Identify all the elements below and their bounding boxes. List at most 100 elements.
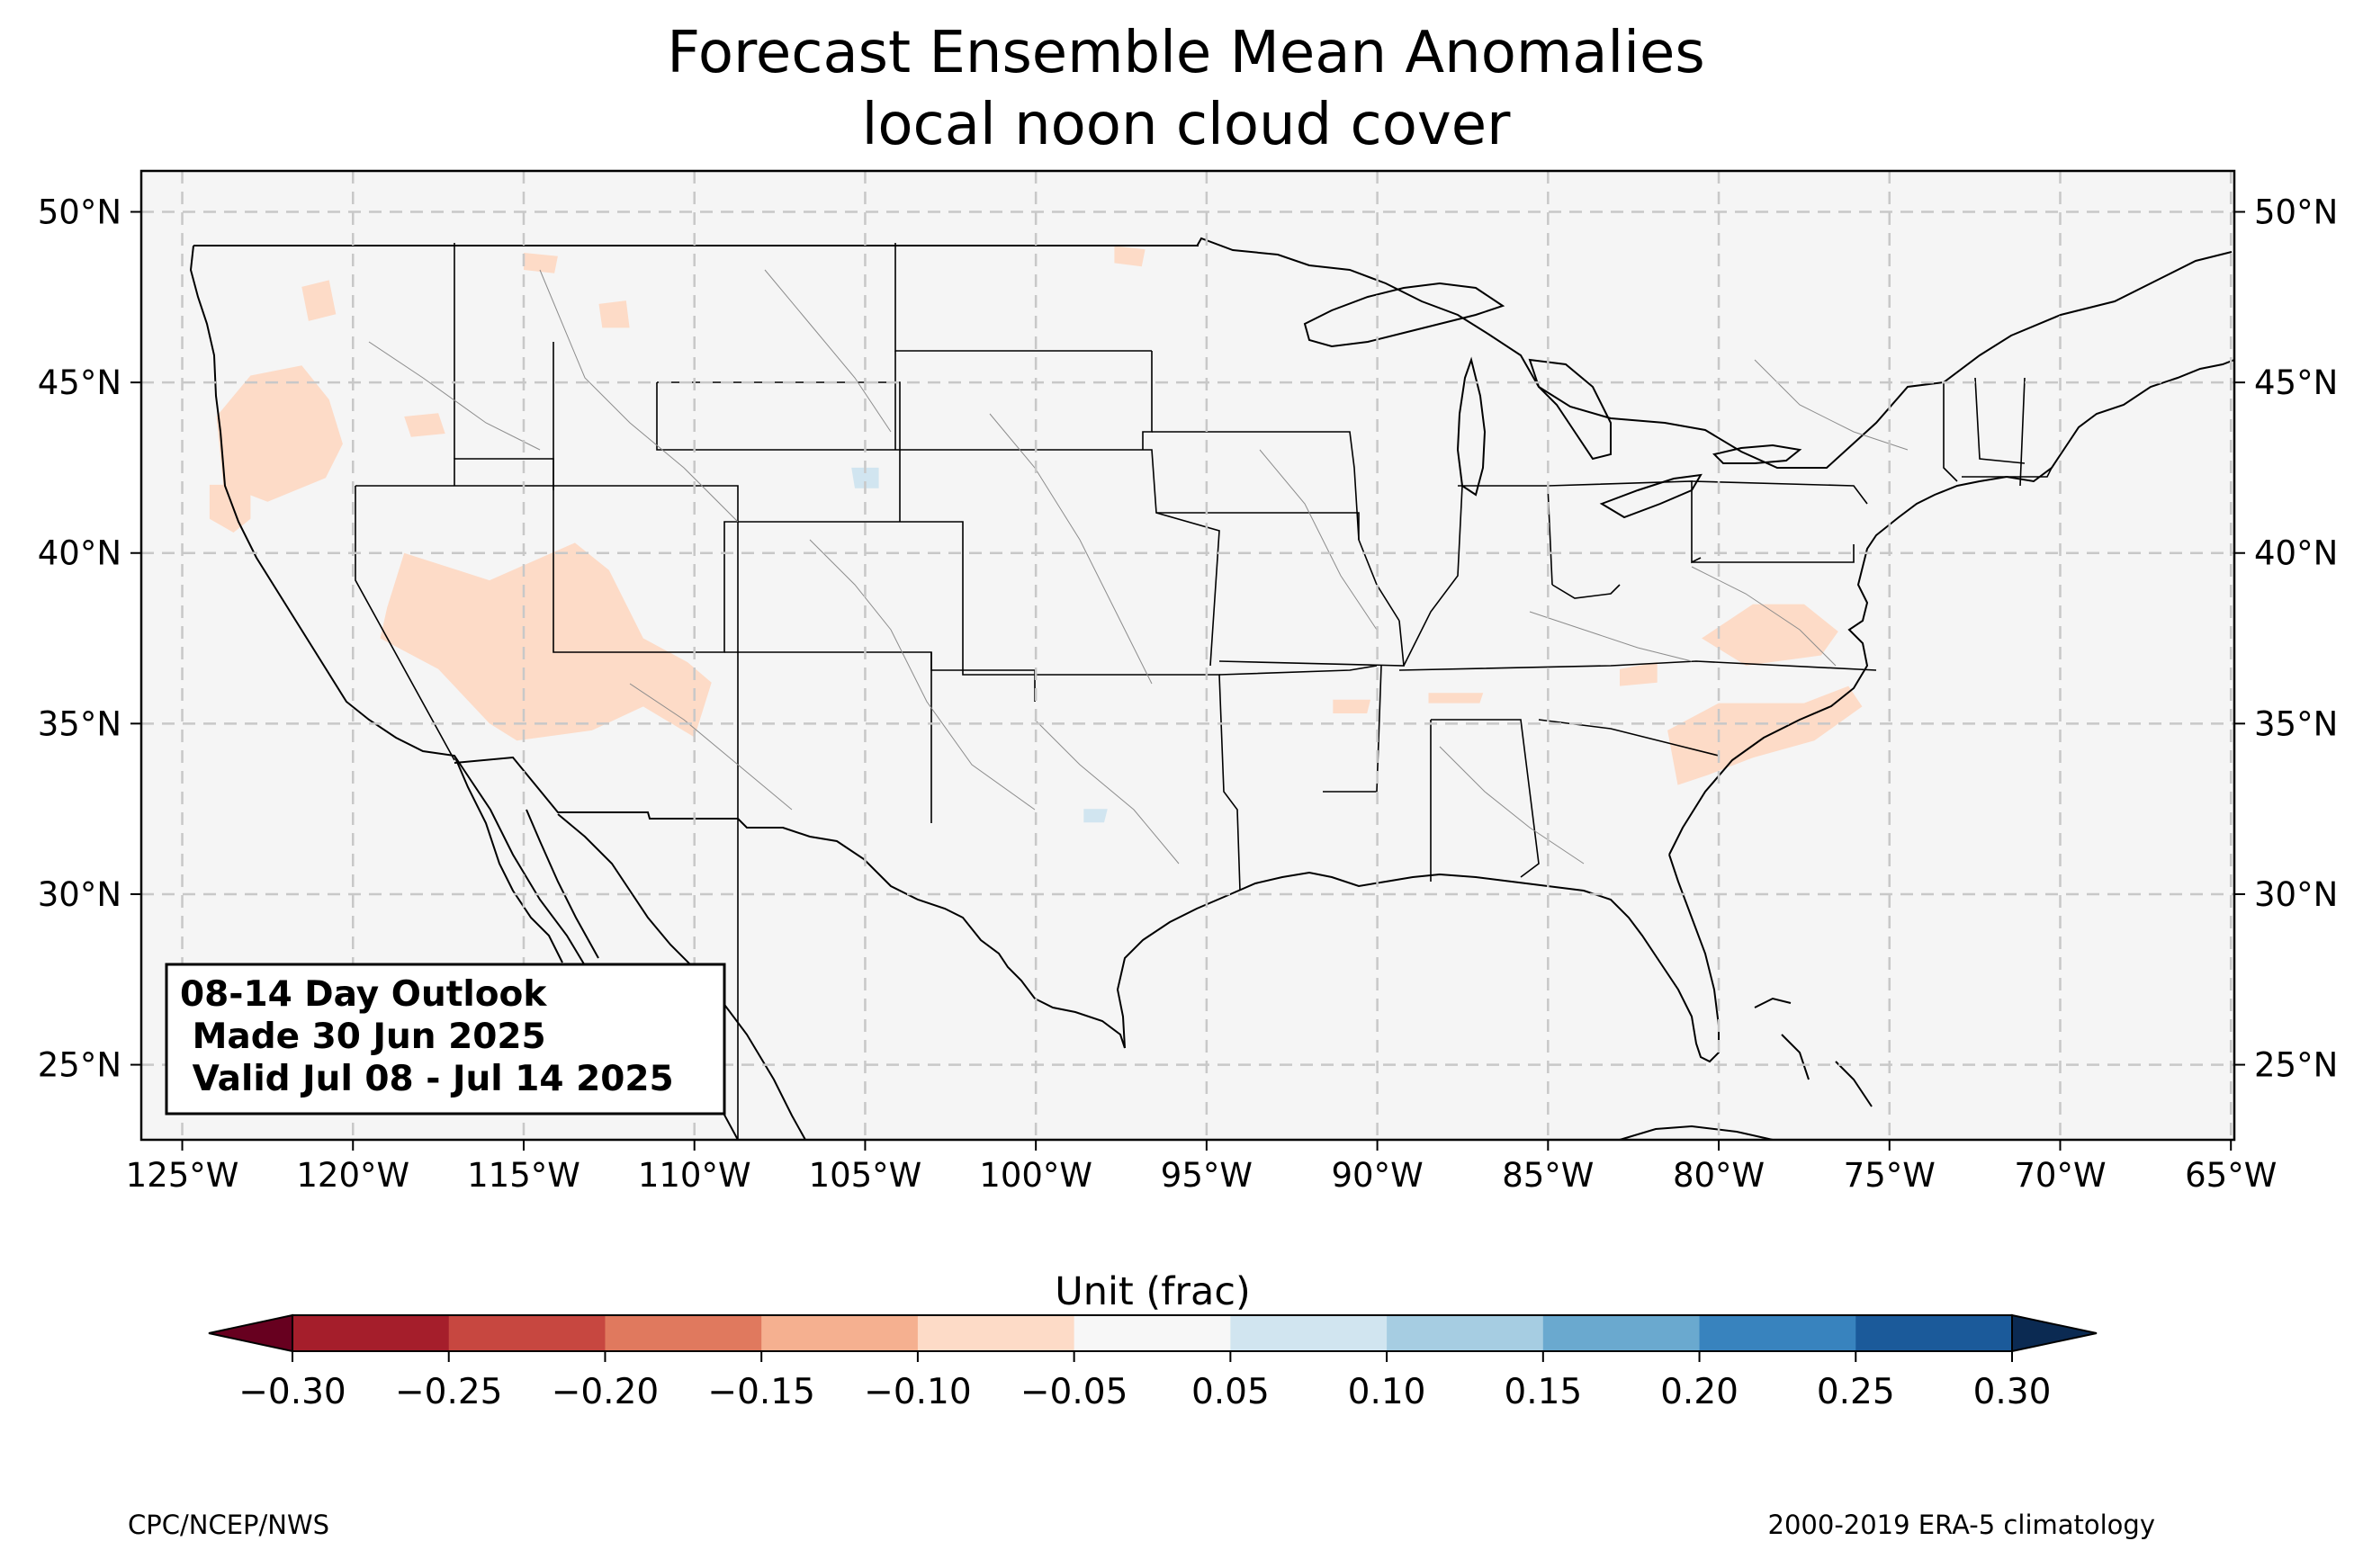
title-line-1: Forecast Ensemble Mean Anomalies — [667, 20, 1704, 86]
anomaly-region-northern-dakota — [1114, 246, 1146, 267]
colorbar-segment — [1855, 1315, 2013, 1351]
colorbar-tick-label: 0.10 — [1348, 1372, 1426, 1412]
title-line-2: local noon cloud cover — [862, 92, 1512, 158]
y-tick-label-left: 35°N — [38, 704, 121, 743]
baja-california — [454, 755, 599, 963]
y-tick-label-left: 25°N — [38, 1046, 121, 1085]
colorbar-tick-label: −0.30 — [238, 1372, 346, 1412]
x-tick-label: 90°W — [1332, 1156, 1424, 1195]
colorbar-segments — [208, 1313, 2098, 1353]
x-tick-label: 95°W — [1161, 1156, 1253, 1195]
colorbar-segment — [605, 1315, 762, 1351]
colorbar-segment — [292, 1315, 450, 1351]
colorbar-tick-label: −0.20 — [552, 1372, 660, 1412]
colorbar-label: Unit (frac) — [1055, 1269, 1251, 1314]
colorbar-tick-label: 0.20 — [1660, 1372, 1739, 1412]
anomaly-region-oregon-interior — [216, 365, 343, 502]
geography-layer — [189, 237, 2234, 1140]
x-tick-label: 85°W — [1502, 1156, 1594, 1195]
x-tick-label: 100°W — [979, 1156, 1092, 1195]
y-tick-label-right: 25°N — [2254, 1046, 2338, 1085]
climate-division-lines — [368, 269, 1909, 865]
lake-ontario — [1712, 444, 1802, 464]
lake-huron — [1528, 358, 1612, 461]
x-tick-label: 110°W — [638, 1156, 751, 1195]
anomaly-region-wyoming-se — [851, 467, 879, 488]
bahamas — [1754, 997, 1873, 1107]
colorbar-frame — [292, 1314, 2013, 1352]
info-line-2: Made 30 Jun 2025 — [180, 1017, 546, 1057]
colorbar-tick-label: −0.10 — [864, 1372, 972, 1412]
info-line-3: Valid Jul 08 - Jul 14 2025 — [180, 1059, 674, 1099]
cuba — [1619, 1124, 1774, 1140]
colorbar-ticks: −0.30 −0.25 −0.20 −0.15 −0.10 −0.05 0.05 0.10 0.… — [238, 1351, 2051, 1412]
x-tick-label: 115°W — [467, 1156, 580, 1195]
colorbar-tick-label: 0.25 — [1817, 1372, 1895, 1412]
anomaly-layer — [209, 246, 1863, 823]
map-panel: 125°W 120°W 115°W 110°W 105°W 100°W 95°W 90°W 85… — [38, 169, 2338, 1195]
colorbar-tick-label: 0.15 — [1504, 1372, 1582, 1412]
colorbar-segment — [917, 1315, 1075, 1351]
x-tick-label: 105°W — [809, 1156, 922, 1195]
anomaly-region-arkansas-tennessee — [1333, 699, 1370, 713]
anomaly-region-idaho-panhandle — [598, 300, 630, 328]
lake-michigan — [1456, 356, 1487, 497]
y-tick-label-left: 30°N — [38, 875, 121, 914]
colorbar-segment — [1387, 1315, 1544, 1351]
anomaly-region-great-basin — [380, 542, 712, 741]
info-line-1: 08-14 Day Outlook — [180, 974, 547, 1015]
colorbar-segment — [1542, 1315, 1701, 1351]
colorbar-tick-label: 0.30 — [1973, 1372, 2052, 1412]
anomaly-region-washington-cascades — [301, 280, 337, 321]
x-ticks: 125°W 120°W 115°W 110°W 105°W 100°W 95°W 90°W 85… — [126, 1140, 2277, 1195]
colorbar-over-arrow — [2011, 1313, 2098, 1353]
x-tick-label: 125°W — [126, 1156, 239, 1195]
colorbar-segment — [448, 1315, 606, 1351]
y-tick-label-right: 35°N — [2254, 704, 2338, 743]
colorbar-tick-label: −0.15 — [707, 1372, 815, 1412]
y-tick-label-right: 50°N — [2254, 193, 2338, 232]
state-borders — [355, 243, 2053, 1140]
x-tick-label: 120°W — [296, 1156, 409, 1195]
y-tick-label-right: 45°N — [2254, 363, 2338, 402]
colorbar-tick-label: −0.05 — [1020, 1372, 1128, 1412]
y-tick-label-left: 40°N — [38, 534, 121, 573]
anomaly-region-nw-montana — [524, 253, 558, 273]
colorbar-segment — [1699, 1315, 1856, 1351]
colorbar-under-arrow — [208, 1313, 293, 1353]
x-tick-label: 70°W — [2014, 1156, 2106, 1195]
credit-right: 2000-2019 ERA-5 climatology — [1768, 1510, 2155, 1540]
anomaly-region-eastern-oregon — [404, 413, 445, 437]
colorbar-segment — [1074, 1315, 1231, 1351]
lake-superior — [1303, 282, 1505, 348]
east-coast — [1668, 359, 2234, 856]
mexico-coast — [557, 813, 806, 1140]
anomaly-region-tennessee-north — [1428, 693, 1484, 703]
y-tick-label-left: 50°N — [38, 193, 121, 232]
colorbar-segment — [761, 1315, 919, 1351]
anomaly-region-virginia-piedmont — [1702, 604, 1838, 666]
y-tick-label-right: 40°N — [2254, 534, 2338, 573]
y-tick-label-right: 30°N — [2254, 875, 2338, 914]
canada-border — [193, 237, 2233, 469]
y-ticks-left: 50°N 45°N 40°N 35°N 30°N 25°N — [38, 193, 141, 1085]
colorbar-tick-label: 0.05 — [1191, 1372, 1270, 1412]
y-tick-label-left: 45°N — [38, 363, 121, 402]
anomaly-region-kentucky-east — [1620, 662, 1658, 686]
mexico-border — [454, 756, 1126, 1049]
info-box-frame — [165, 963, 726, 1116]
info-box: 08-14 Day Outlook Made 30 Jun 2025 Valid… — [165, 963, 726, 1116]
map-frame — [139, 169, 2236, 1142]
anomaly-region-central-texas — [1083, 809, 1108, 823]
y-ticks-right: 50°N 45°N 40°N 35°N 30°N 25°N — [2234, 193, 2338, 1085]
colorbar-tick-label: −0.25 — [395, 1372, 503, 1412]
colorbar-segment — [1230, 1315, 1388, 1351]
anomaly-region-northern-california — [209, 484, 251, 533]
x-tick-label: 75°W — [1844, 1156, 1936, 1195]
anomaly-region-carolinas — [1667, 685, 1863, 785]
lake-erie — [1599, 473, 1703, 519]
x-tick-label: 80°W — [1673, 1156, 1765, 1195]
colorbar: Unit (frac) −0.30 −0.25 −0.20 −0.15 −0.10 −0.… — [208, 1269, 2098, 1412]
credit-left: CPC/NCEP/NWS — [128, 1510, 329, 1540]
